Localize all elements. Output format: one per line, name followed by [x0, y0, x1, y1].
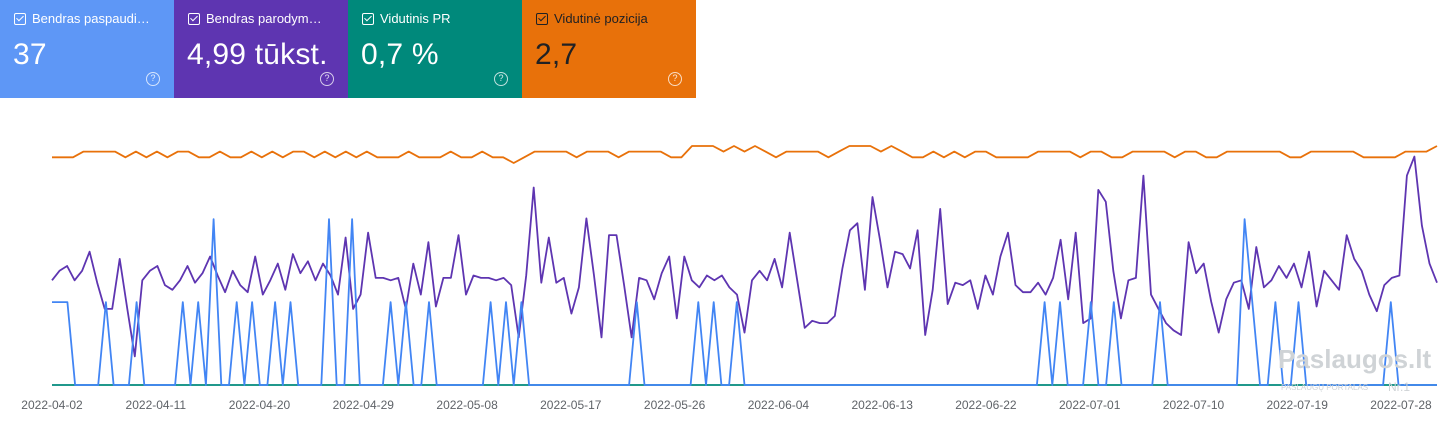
x-axis-ticks: 2022-04-02 2022-04-11 2022-04-20 2022-04-29… [21, 398, 1432, 412]
watermark-badge: Nr.1 [1388, 380, 1410, 394]
chart-lines [51, 145, 1438, 386]
x-tick-label: 2022-05-17 [540, 398, 602, 412]
watermark-main: Paslaugos.lt [1278, 344, 1431, 374]
series-line-position [52, 145, 1438, 164]
checkbox-icon[interactable] [362, 12, 374, 25]
card-header: Bendras paspaudi… [14, 11, 164, 26]
card-header: Vidutinis PR [362, 11, 512, 26]
card-header: Vidutinė pozicija [536, 11, 686, 26]
card-total-impressions[interactable]: Bendras parodym… 4,99 tūkst. ? [174, 0, 348, 98]
x-tick-label: 2022-06-04 [748, 398, 810, 412]
watermark-sub: PASLAUGŲ PORTALAS [1281, 383, 1368, 392]
card-label: Vidutinis PR [380, 11, 451, 26]
x-tick-label: 2022-06-13 [852, 398, 914, 412]
x-tick-label: 2022-04-02 [21, 398, 83, 412]
card-header: Bendras parodym… [188, 11, 338, 26]
card-average-position[interactable]: Vidutinė pozicija 2,7 ? [522, 0, 696, 98]
help-icon[interactable]: ? [146, 72, 160, 86]
watermark: Paslaugos.lt PASLAUGŲ PORTALAS Nr.1 [1278, 344, 1431, 394]
x-tick-label: 2022-07-01 [1059, 398, 1121, 412]
metric-cards: Bendras paspaudi… 37 ? Bendras parodym… … [0, 0, 696, 98]
card-total-clicks[interactable]: Bendras paspaudi… 37 ? [0, 0, 174, 98]
help-icon[interactable]: ? [668, 72, 682, 86]
card-label: Bendras paspaudi… [32, 11, 150, 26]
series-line-impressions [51, 155, 1438, 358]
checkbox-icon[interactable] [536, 12, 548, 25]
x-tick-label: 2022-07-28 [1370, 398, 1432, 412]
checkbox-icon[interactable] [188, 12, 200, 25]
checkbox-icon[interactable] [14, 12, 26, 25]
card-value: 0,7 % [361, 38, 439, 71]
help-icon[interactable]: ? [320, 72, 334, 86]
x-tick-label: 2022-07-19 [1267, 398, 1329, 412]
x-tick-label: 2022-05-26 [644, 398, 706, 412]
x-tick-label: 2022-04-20 [229, 398, 291, 412]
x-tick-label: 2022-07-10 [1163, 398, 1225, 412]
series-line-clicks [52, 218, 1437, 386]
x-tick-label: 2022-04-11 [126, 398, 187, 412]
help-icon[interactable]: ? [494, 72, 508, 86]
card-value: 37 [13, 38, 47, 71]
card-label: Vidutinė pozicija [554, 11, 648, 26]
card-value: 4,99 tūkst. [187, 38, 328, 71]
x-tick-label: 2022-05-08 [436, 398, 498, 412]
x-tick-label: 2022-04-29 [333, 398, 395, 412]
performance-line-chart: 2022-04-02 2022-04-11 2022-04-20 2022-04-29… [21, 145, 1438, 412]
card-value: 2,7 [535, 38, 578, 71]
card-average-ctr[interactable]: Vidutinis PR 0,7 % ? [348, 0, 522, 98]
x-tick-label: 2022-06-22 [955, 398, 1017, 412]
card-label: Bendras parodym… [206, 11, 322, 26]
